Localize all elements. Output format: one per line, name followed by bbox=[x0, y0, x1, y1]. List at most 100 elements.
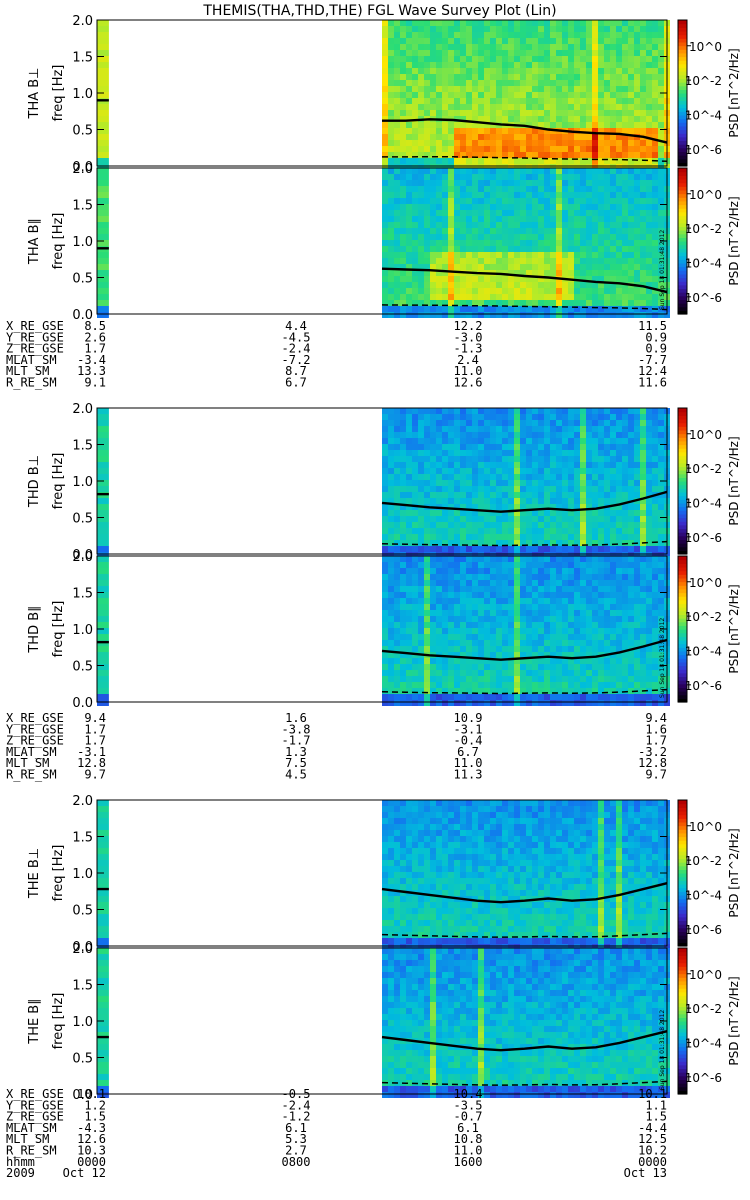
spectrogram-cell bbox=[472, 168, 478, 174]
spectrogram-cell bbox=[532, 104, 538, 110]
spectrogram-cell bbox=[580, 174, 586, 180]
spectrogram-cell bbox=[388, 426, 394, 432]
spectrogram-cell bbox=[424, 444, 430, 450]
spectrogram-cell bbox=[592, 234, 598, 240]
spectrogram-cell bbox=[478, 700, 484, 706]
spectrogram-cell bbox=[436, 258, 442, 264]
spectrogram-cell bbox=[508, 652, 514, 658]
spectrogram-cell bbox=[604, 116, 610, 122]
spectrogram-cell bbox=[394, 658, 400, 664]
spectrogram-cell bbox=[478, 664, 484, 670]
spectrogram-cell bbox=[586, 158, 592, 164]
spectrogram-cell bbox=[646, 306, 652, 312]
spectrogram-cell bbox=[442, 264, 448, 270]
spectrogram-cell bbox=[562, 98, 568, 104]
spectrogram-cell bbox=[430, 408, 436, 414]
spectrogram-cell bbox=[382, 534, 388, 540]
spectrogram-cell bbox=[652, 444, 658, 450]
spectrogram-cell bbox=[520, 192, 526, 198]
spectrogram-cell bbox=[634, 234, 640, 240]
spectrogram-cell bbox=[598, 246, 604, 252]
spectrogram-cell bbox=[520, 300, 526, 306]
spectrogram-cell bbox=[556, 552, 562, 558]
spectrogram-cell bbox=[568, 246, 574, 252]
spectrogram-cell bbox=[394, 652, 400, 658]
spectrogram-cell bbox=[622, 700, 628, 706]
colorbar-step bbox=[678, 226, 687, 231]
spectrogram-cell bbox=[406, 580, 412, 586]
spectrogram-cell bbox=[646, 246, 652, 252]
spectrogram-cell bbox=[646, 450, 652, 456]
spectrogram-cell bbox=[502, 408, 508, 414]
spectrogram-cell bbox=[646, 192, 652, 198]
spectrogram-cell bbox=[478, 462, 484, 468]
spectrogram-cell bbox=[466, 180, 472, 186]
spectrogram-cell bbox=[388, 288, 394, 294]
spectrogram-cell bbox=[538, 486, 544, 492]
spectrogram-cell bbox=[436, 98, 442, 104]
spectrogram-cell bbox=[490, 222, 496, 228]
spectrogram-cell bbox=[382, 670, 388, 676]
spectrogram-cell bbox=[556, 610, 562, 616]
spectrogram-cell bbox=[586, 32, 592, 38]
spectrogram-cell bbox=[574, 26, 580, 32]
spectrogram-cell bbox=[454, 592, 460, 598]
spectrogram-cell bbox=[460, 562, 466, 568]
spectrogram-cell bbox=[622, 264, 628, 270]
spectrogram-cell bbox=[622, 652, 628, 658]
spectrogram-cell bbox=[538, 116, 544, 122]
spectrogram-cell bbox=[574, 420, 580, 426]
spectrogram-cell bbox=[658, 432, 664, 438]
spectrogram-cell bbox=[412, 574, 418, 580]
spectrogram-cell bbox=[604, 552, 610, 558]
colorbar-step bbox=[678, 299, 687, 304]
spectrogram-cell bbox=[574, 240, 580, 246]
spectrogram-cell bbox=[550, 604, 556, 610]
spectrogram-cell bbox=[628, 486, 634, 492]
spectrogram-cell bbox=[622, 32, 628, 38]
spectrogram-cell bbox=[460, 216, 466, 222]
spectrogram-cell bbox=[490, 652, 496, 658]
spectrogram-cell bbox=[658, 26, 664, 32]
spectrogram-cell bbox=[610, 456, 616, 462]
spectrogram-cell bbox=[658, 134, 664, 140]
spectrogram-cell bbox=[658, 116, 664, 122]
spectrogram-cell bbox=[478, 580, 484, 586]
spectrogram-cell bbox=[514, 688, 520, 694]
spectrogram-cell bbox=[520, 586, 526, 592]
spectrogram-cell bbox=[526, 116, 532, 122]
spectrogram-cell bbox=[538, 640, 544, 646]
spectrogram-cell bbox=[466, 300, 472, 306]
spectrogram-cell bbox=[382, 468, 388, 474]
spectrogram-cell bbox=[466, 420, 472, 426]
spectrogram-cell bbox=[538, 634, 544, 640]
spectrogram-cell bbox=[97, 62, 109, 68]
spectrogram-cell bbox=[448, 264, 454, 270]
spectrogram-cell bbox=[544, 264, 550, 270]
spectrogram-cell bbox=[568, 516, 574, 522]
spectrogram-cell bbox=[592, 670, 598, 676]
spectrogram-cell bbox=[586, 122, 592, 128]
spectrogram-cell bbox=[604, 468, 610, 474]
spectrogram-cell bbox=[634, 462, 640, 468]
spectrogram-cell bbox=[388, 180, 394, 186]
spectrogram-cell bbox=[478, 168, 484, 174]
spectrogram-cell bbox=[472, 68, 478, 74]
spectrogram-cell bbox=[514, 456, 520, 462]
spectrogram-cell bbox=[556, 56, 562, 62]
frequency-curve bbox=[381, 267, 668, 294]
spectrogram-cell bbox=[478, 610, 484, 616]
spectrogram-cell bbox=[496, 598, 502, 604]
spectrogram-cell bbox=[478, 312, 484, 318]
spectrogram-cell bbox=[442, 414, 448, 420]
spectrogram-cell bbox=[592, 276, 598, 282]
spectrogram-cell bbox=[394, 240, 400, 246]
y-tick-label: 1.0 bbox=[72, 235, 93, 250]
spectrogram-cell bbox=[616, 128, 622, 134]
spectrogram-cell bbox=[442, 186, 448, 192]
spectrogram-cell bbox=[484, 546, 490, 552]
spectrogram-cell bbox=[502, 152, 508, 158]
spectrogram-cell bbox=[592, 104, 598, 110]
spectrogram-cell bbox=[496, 658, 502, 664]
spectrogram-cell bbox=[382, 258, 388, 264]
